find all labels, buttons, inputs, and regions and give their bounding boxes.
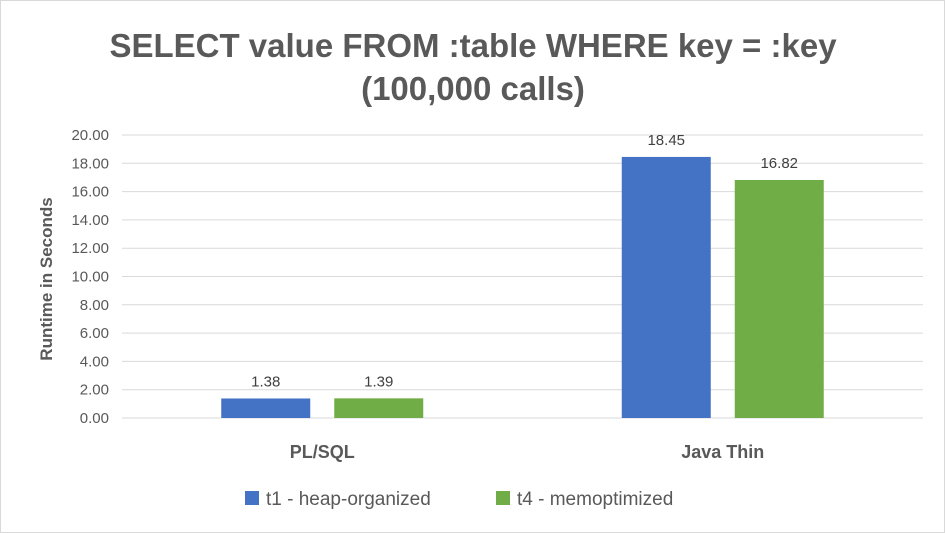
y-axis-label: Runtime in Seconds xyxy=(37,197,56,360)
y-axis-ticks: 0.00 2.00 4.00 6.00 8.00 10.00 12.00 14.00 16.00… xyxy=(71,127,109,427)
x-axis-categories: PL/SQL Java Thin xyxy=(290,442,765,462)
bars xyxy=(221,156,824,418)
bar-t1-plsql xyxy=(221,398,311,418)
legend: t1 - heap-organized t4 - memoptimized xyxy=(245,489,673,510)
y-tick-label: 20.00 xyxy=(71,127,109,144)
data-labels: 1.38 1.39 18.45 16.82 xyxy=(251,132,798,391)
data-label: 18.45 xyxy=(647,132,685,149)
x-category-label: PL/SQL xyxy=(290,442,355,462)
data-label: 1.39 xyxy=(364,373,393,390)
y-tick-label: 12.00 xyxy=(71,240,109,257)
y-tick-label: 8.00 xyxy=(80,297,109,314)
y-tick-label: 2.00 xyxy=(80,382,109,399)
legend-swatch xyxy=(245,491,259,505)
legend-entry-label: t4 - memoptimized xyxy=(517,489,673,510)
y-tick-label: 10.00 xyxy=(71,269,109,286)
bar-t4-java-thin xyxy=(734,179,824,418)
x-category-label: Java Thin xyxy=(681,442,764,462)
y-tick-label: 6.00 xyxy=(80,325,109,342)
y-tick-label: 16.00 xyxy=(71,184,109,201)
chart-title-line-1: SELECT value FROM :table WHERE key = :ke… xyxy=(109,27,837,64)
y-tick-label: 0.00 xyxy=(80,410,109,427)
bar-t1-java-thin xyxy=(621,156,711,418)
data-label: 1.38 xyxy=(251,373,280,390)
legend-entry-label: t1 - heap-organized xyxy=(266,489,431,510)
y-tick-label: 14.00 xyxy=(71,212,109,229)
y-tick-label: 18.00 xyxy=(71,155,109,172)
y-tick-label: 4.00 xyxy=(80,353,109,370)
chart-title-line-2: (100,000 calls) xyxy=(361,70,585,107)
bar-t4-plsql xyxy=(334,398,424,418)
legend-swatch xyxy=(496,491,510,505)
data-label: 16.82 xyxy=(760,155,798,172)
